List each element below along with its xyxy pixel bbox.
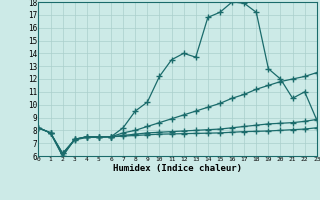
X-axis label: Humidex (Indice chaleur): Humidex (Indice chaleur) <box>113 164 242 173</box>
